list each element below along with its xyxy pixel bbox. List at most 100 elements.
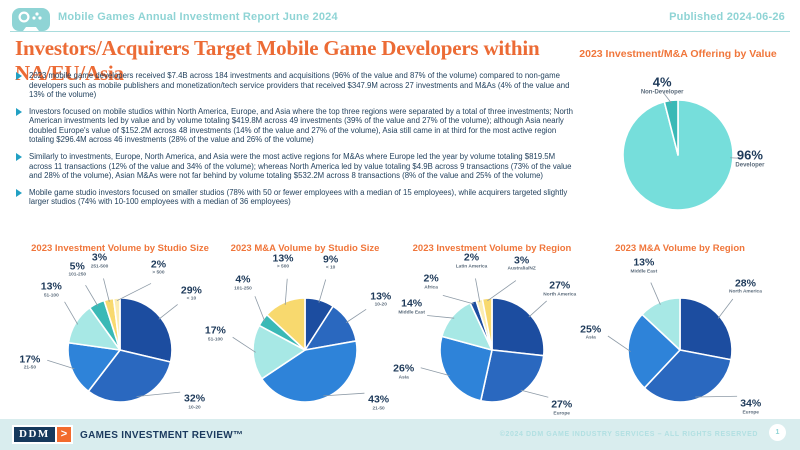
label-leader-line: [64, 301, 79, 325]
pie-label-name: Europe: [742, 410, 759, 416]
label-leader-line: [650, 282, 661, 305]
pie-label-name: 10-20: [188, 405, 201, 411]
label-leader-line: [487, 280, 517, 302]
pie-label-name: Europe: [553, 411, 570, 417]
label-leader-line: [520, 389, 549, 398]
label-leader-line: [254, 296, 266, 322]
label-leader-line: [663, 92, 672, 104]
pie-label-percent: 34%: [740, 397, 762, 410]
pie-label-name: Asia: [398, 374, 409, 380]
pie-slice-non-developer: [663, 99, 679, 156]
pie-slice-21-50: [260, 340, 358, 403]
pie-slice-asia: [439, 335, 493, 402]
pie-label-name: Developer: [735, 162, 765, 169]
pie-label-north-america: 28% North America: [729, 278, 762, 295]
slide-title: Investors/Acquirers Target Mobile Game D…: [15, 36, 540, 85]
pie-slice-10-20: [87, 349, 172, 403]
bullet-text: Mobile game studio investors focused on …: [29, 187, 568, 207]
chart-title-investment-volume-by-region: 2023 Investment Volume by Region: [412, 243, 572, 254]
pie-label-europe: 27% Europe: [551, 400, 572, 417]
bullet-item: 2023 mobile game developers received $7.…: [16, 71, 576, 100]
label-leader-line: [136, 391, 181, 397]
pie-label-percent: 13%: [40, 280, 62, 293]
pie-label-name: 101-250: [234, 286, 252, 292]
pie-label-name: 21-50: [23, 365, 37, 371]
gamepad-icon: [12, 6, 50, 37]
pie-label-name: < 10: [325, 265, 336, 271]
label-leader-line: [528, 300, 547, 318]
pie-label-name: Australia/NZ: [507, 266, 536, 272]
pie-label-10: 29% < 10: [181, 285, 202, 302]
bullet-item: Similarly to investments, Europe, North …: [16, 152, 576, 181]
pie-slice-500: [266, 297, 306, 351]
label-leader-line: [85, 284, 99, 307]
pie-label-name: North America: [543, 292, 577, 298]
pie-label-middle-east: 14% Middle East: [398, 299, 425, 316]
pie-label-non-developer: 4% Non-Developer: [641, 76, 684, 97]
pie-label-percent: 32%: [184, 392, 206, 405]
pie-label-percent: 3%: [91, 251, 108, 264]
pie-chart-investment-volume-by-region: 27% North America 27% Europe 26% Asia 14% Middl…: [393, 253, 587, 445]
label-leader-line: [323, 392, 365, 397]
pie-label-500: 13% > 500: [272, 253, 293, 270]
label-leader-line: [717, 298, 734, 319]
label-leader-line: [158, 304, 178, 320]
pie-label-percent: 27%: [551, 398, 573, 411]
label-leader-line: [427, 315, 455, 319]
pie-label-21-50: 17% 21-50: [19, 354, 40, 371]
chart-title-investment-volume-by-studio-size: 2023 Investment Volume by Studio Size: [31, 243, 209, 254]
pie-label-percent: 2%: [423, 272, 439, 285]
pie-svg: [232, 278, 367, 403]
pie-label-percent: 14%: [401, 297, 423, 310]
pie-label-percent: 26%: [393, 362, 415, 375]
pie-slice-500: [112, 297, 121, 351]
pie-label-name: 21-50: [372, 406, 385, 412]
pie-slice-north-america: [679, 297, 733, 361]
pie-label-percent: 17%: [19, 353, 41, 366]
label-leader-line: [730, 157, 743, 159]
pie-slice-51-100: [252, 324, 306, 380]
pie-label-percent: 4%: [235, 273, 251, 286]
bullet-list: 2023 mobile game developers received $7.…: [16, 71, 576, 214]
pie-label-percent: 27%: [549, 279, 571, 292]
pie-label-21-50: 43% 21-50: [368, 395, 389, 412]
pie-label-name: < 10: [186, 296, 197, 302]
pie-svg: [420, 278, 549, 403]
pie-label-name: 10-20: [374, 302, 387, 308]
pie-label-101-250: 4% 101-250: [234, 275, 252, 292]
pie-label-name: North America: [729, 289, 762, 295]
pie-slice-europe: [643, 349, 732, 403]
label-leader-line: [284, 278, 288, 305]
label-leader-line: [345, 308, 367, 323]
pie-label-name: Non-Developer: [640, 89, 684, 96]
pie-label-australia-nz: 3% Australia/NZ: [507, 255, 535, 272]
ddm-logo: DDM >: [12, 425, 74, 445]
pie-label-name: > 500: [152, 270, 165, 276]
pie-label-middle-east: 13% Middle East: [631, 258, 658, 275]
chart-title-ma-volume-by-studio-size: 2023 M&A Volume by Studio Size: [230, 243, 380, 254]
pie-slice-21-50: [67, 341, 121, 393]
ddm-logo-text: DDM: [12, 425, 57, 445]
pie-slice-europe: [479, 349, 545, 403]
pie-chart-offering-by-value: 96% Developer 4% Non-Developer: [568, 60, 788, 250]
bullet-triangle-icon: [16, 107, 22, 116]
pie-label-percent: 13%: [370, 289, 392, 302]
pie-label-percent: 43%: [368, 393, 390, 406]
bullet-text: 2023 mobile game developers received $7.…: [29, 71, 570, 100]
bullet-item: Mobile game studio investors focused on …: [16, 188, 576, 207]
pie-label-asia: 25% Asia: [580, 324, 601, 341]
pie-label-10-20: 13% 10-20: [370, 291, 391, 308]
pie-label-percent: 25%: [580, 323, 602, 335]
pie-label-percent: 13%: [633, 256, 655, 269]
label-leader-line: [232, 336, 256, 353]
pie-label-africa: 2% Africa: [424, 274, 439, 291]
pie-label-name: Middle East: [398, 310, 425, 316]
report-header-title: Mobile Games Annual Investment Report Ju…: [58, 11, 338, 23]
bullet-triangle-icon: [16, 153, 22, 162]
pie-label-500: 2% > 500: [151, 259, 166, 276]
pie-label-10: 9% < 10: [323, 254, 338, 271]
label-leader-line: [420, 367, 450, 376]
label-leader-line: [607, 335, 631, 352]
pie-label-name: 251-500: [90, 264, 109, 270]
